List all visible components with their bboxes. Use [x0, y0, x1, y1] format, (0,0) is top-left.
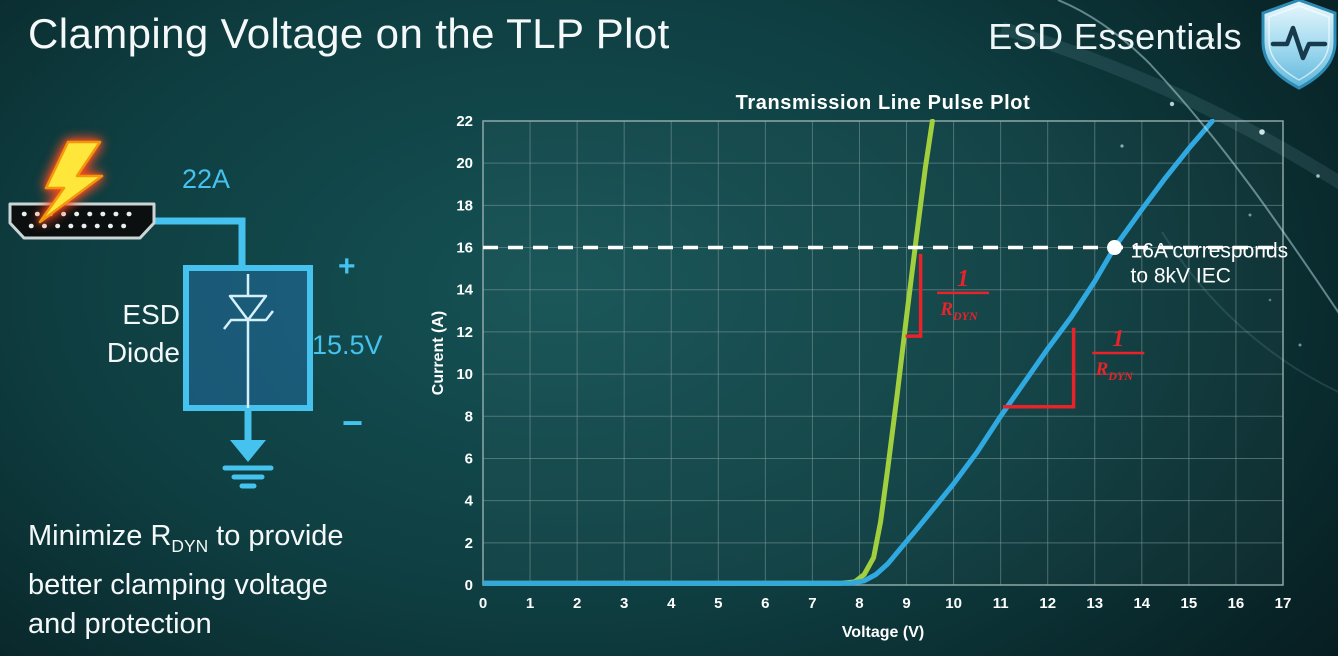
slide-title: Clamping Voltage on the TLP Plot	[28, 10, 670, 57]
shield-inner-outline	[1268, 5, 1330, 81]
x-tick-label: 1	[526, 595, 534, 612]
x-tick-label: 8	[855, 595, 863, 612]
x-tick-label: 17	[1275, 595, 1292, 612]
y-tick-label: 22	[456, 113, 473, 130]
clamp-voltage-label: 15.5V	[312, 330, 383, 360]
caption-line1: Minimize RDYN to provide	[28, 517, 344, 566]
tlp-chart: 0 1 2 3 4 5 6 7 8 9 10 11 12 13 14 15 16 17 0 2 4 6 8 10 12 14 16 1…	[430, 92, 1338, 656]
y-tick-label: 2	[465, 535, 473, 552]
series-layer	[483, 119, 1215, 586]
x-tick-label: 15	[1181, 595, 1198, 612]
x-tick-label: 13	[1086, 595, 1103, 612]
y-tick-label: 6	[465, 450, 473, 467]
caption-line3: and protection	[28, 607, 212, 640]
y-tick-label: 18	[456, 197, 473, 214]
y-tick-label: 4	[465, 493, 474, 510]
x-tick-label: 6	[761, 595, 769, 612]
plot-border	[482, 120, 1284, 586]
x-axis-label: Voltage (V)	[842, 624, 924, 641]
rdyn-blue-denominator: RDYN	[1095, 359, 1135, 383]
y-tick-label: 12	[456, 324, 473, 341]
rdyn-green-numerator: 1	[957, 266, 969, 292]
caption-line1-sub: DYN	[171, 535, 209, 556]
hdmi-connector-icon	[8, 202, 156, 240]
tlp-chart-svg: 0 1 2 3 4 5 6 7 8 9 10 11 12 13 14 15 16 1702468101214161…	[430, 92, 1292, 641]
x-tick-label: 12	[1039, 595, 1056, 612]
y-tick-label: 10	[456, 366, 473, 383]
component-label-line2: Diode	[106, 337, 180, 368]
x-tick-label: 0	[479, 595, 487, 612]
y-axis-label: Current (A)	[430, 311, 447, 395]
x-tick-label: 7	[808, 595, 816, 612]
x-tick-label: 3	[620, 595, 628, 612]
minus-label: −	[342, 402, 364, 443]
pulse-line-icon	[1270, 25, 1328, 61]
iec-label-line2: to 8kV IEC	[1131, 265, 1231, 288]
iec-label-line1: 16A corresponds	[1131, 240, 1289, 263]
caption-line2: better clamping voltage	[28, 568, 328, 601]
rdyn-blue-bracket	[1003, 327, 1076, 409]
wire	[154, 217, 246, 268]
y-tick-label: 16	[456, 240, 473, 257]
x-tick-label: 11	[993, 595, 1009, 612]
component-label-line1: ESD	[122, 299, 180, 330]
x-tick-label: 2	[573, 595, 581, 612]
ground-arrow	[230, 440, 266, 462]
x-tick-label: 10	[945, 595, 962, 612]
x-tick-label: 9	[902, 595, 910, 612]
shield-pulse-icon	[1261, 0, 1337, 90]
iec-marker-dot	[1107, 240, 1123, 256]
caption: Minimize RDYN to provide better clamping…	[28, 517, 344, 644]
y-tick-label: 14	[456, 282, 473, 299]
plus-label: +	[338, 250, 356, 283]
x-tick-label: 16	[1228, 595, 1245, 612]
y-tick-label: 0	[465, 577, 473, 594]
lightning-bolt-icon	[38, 140, 104, 224]
rdyn-green-bracket	[905, 253, 923, 338]
y-tick-label: 8	[465, 408, 473, 425]
caption-line1-pre: Minimize R	[28, 520, 172, 552]
x-tick-label: 14	[1133, 595, 1150, 612]
rdyn-blue-numerator: 1	[1112, 326, 1124, 352]
caption-line1-post: to provide	[208, 520, 344, 552]
rdyn-green-denominator: RDYN	[939, 299, 979, 323]
zener-diode-triangle	[228, 294, 268, 322]
chart-title: Transmission Line Pulse Plot	[736, 92, 1031, 114]
component-label: ESD Diode	[56, 296, 180, 372]
esd-circuit-diagram	[8, 140, 313, 489]
x-tick-label: 4	[667, 595, 676, 612]
surge-current-label: 22A	[182, 164, 231, 194]
brand-name: ESD Essentials	[988, 16, 1242, 57]
y-tick-label: 20	[456, 155, 473, 172]
series-high-rdyn-diode	[483, 119, 1215, 586]
x-tick-label: 5	[714, 595, 722, 612]
